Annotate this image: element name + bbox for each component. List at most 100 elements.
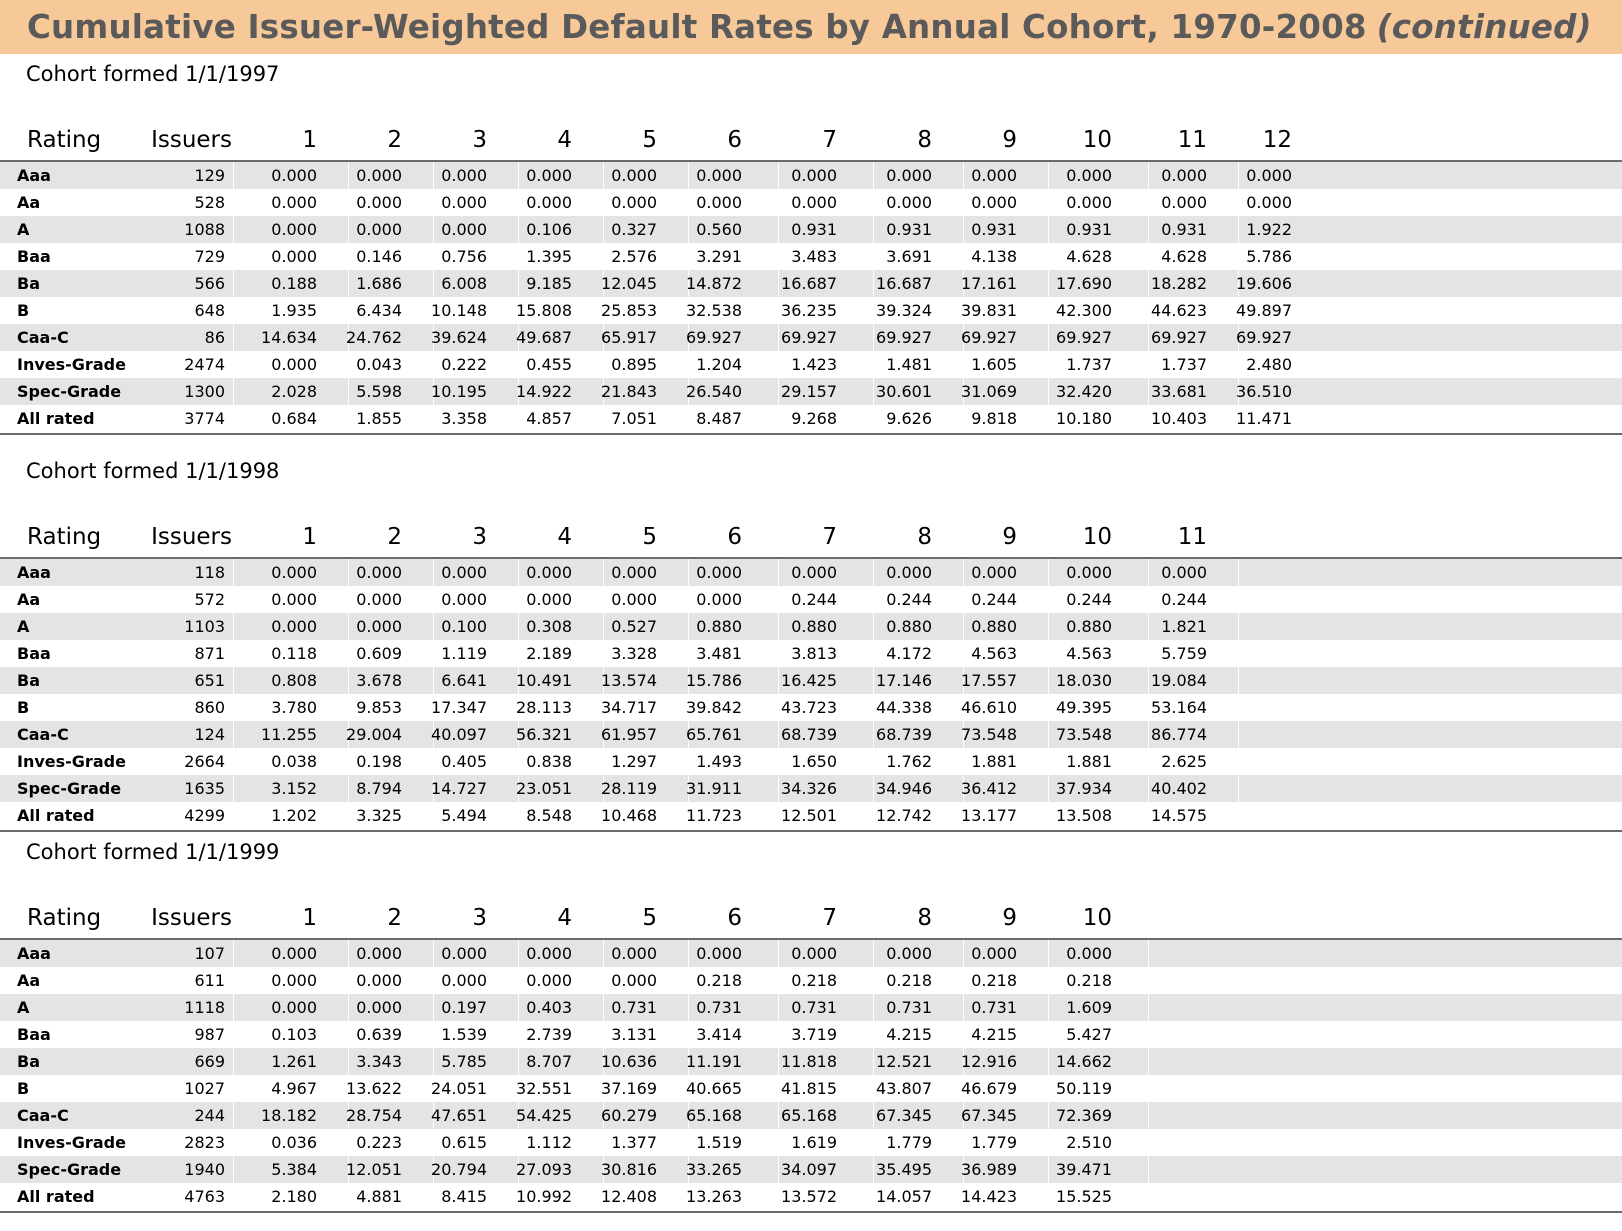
default-rate-cell: 6.008: [441, 274, 487, 293]
default-rate-cell: 4.563: [1066, 644, 1112, 663]
table-row: Baa 729 0.000 0.146 0.756 1.395 2.576 3.291 3.48…: [0, 243, 1622, 270]
default-rate-cell: 0.000: [526, 971, 572, 990]
column-divider: [603, 1102, 604, 1129]
default-rate-cell: 36.989: [961, 1160, 1017, 1179]
issuers-count: 1103: [184, 617, 225, 636]
table-row: All rated 4763 2.180 4.881 8.415 10.992 12.408…: [0, 1183, 1622, 1210]
default-rate-cell: 1.377: [611, 1133, 657, 1152]
issuers-count: 1940: [184, 1160, 225, 1179]
column-header-year: 5: [642, 524, 657, 550]
table-row: Caa-C 124 11.255 29.004 40.097 56.321 61.957 65…: [0, 721, 1622, 748]
column-header-year: 11: [1177, 524, 1207, 550]
column-header-issuers: Issuers: [151, 905, 232, 931]
default-rate-cell: 9.185: [526, 274, 572, 293]
default-rate-cell: 0.731: [886, 998, 932, 1017]
column-divider: [1148, 324, 1149, 351]
column-divider: [603, 1156, 604, 1183]
column-header-year: 8: [917, 905, 932, 931]
column-divider: [518, 216, 519, 243]
column-divider: [233, 994, 234, 1021]
table-row: Baa 871 0.118 0.609 1.119 2.189 3.328 3.481 3.81…: [0, 640, 1622, 667]
column-header-year: 10: [1082, 127, 1112, 153]
column-divider: [688, 216, 689, 243]
default-rate-cell: 0.731: [696, 998, 742, 1017]
column-divider: [1238, 721, 1239, 748]
issuers-count: 566: [194, 274, 225, 293]
default-rate-cell: 0.756: [441, 247, 487, 266]
default-rate-cell: 0.000: [886, 563, 932, 582]
column-divider: [433, 1102, 434, 1129]
default-rate-cell: 6.641: [441, 671, 487, 690]
default-rate-cell: 0.244: [1161, 590, 1207, 609]
column-divider: [688, 775, 689, 802]
default-rate-cell: 4.172: [886, 644, 932, 663]
column-header-year: 4: [557, 524, 572, 550]
default-rate-cell: 5.494: [441, 806, 487, 825]
column-divider: [1238, 559, 1239, 586]
default-rate-cell: 1.609: [1066, 998, 1112, 1017]
default-rate-cell: 1.605: [971, 355, 1017, 374]
default-rate-cell: 8.487: [696, 409, 742, 428]
column-divider: [873, 162, 874, 189]
default-rate-cell: 15.525: [1056, 1187, 1112, 1206]
default-rate-cell: 40.097: [431, 725, 487, 744]
column-divider: [233, 613, 234, 640]
default-rate-cell: 0.931: [1161, 220, 1207, 239]
rating-label: Baa: [17, 644, 51, 663]
column-divider: [688, 559, 689, 586]
issuers-count: 987: [194, 1025, 225, 1044]
column-divider: [348, 1156, 349, 1183]
default-rate-cell: 0.000: [271, 355, 317, 374]
column-divider: [688, 1102, 689, 1129]
rating-label: Caa-C: [17, 1106, 69, 1125]
default-rate-cell: 69.927: [781, 328, 837, 347]
default-rate-cell: 54.425: [516, 1106, 572, 1125]
default-rate-cell: 2.510: [1066, 1133, 1112, 1152]
default-rate-cell: 0.000: [611, 971, 657, 990]
column-header-rating: Rating: [27, 905, 102, 931]
column-divider: [518, 162, 519, 189]
column-divider: [688, 1048, 689, 1075]
default-rate-cell: 50.119: [1056, 1079, 1112, 1098]
column-divider: [603, 162, 604, 189]
default-rate-cell: 5.384: [271, 1160, 317, 1179]
issuers-count: 4299: [184, 806, 225, 825]
rating-label: Ba: [17, 671, 40, 690]
default-rate-cell: 12.051: [346, 1160, 402, 1179]
default-rate-cell: 0.527: [611, 617, 657, 636]
default-rate-cell: 31.069: [961, 382, 1017, 401]
default-rate-cell: 32.420: [1056, 382, 1112, 401]
default-rate-cell: 43.723: [781, 698, 837, 717]
default-rate-cell: 42.300: [1056, 301, 1112, 320]
column-divider: [1048, 721, 1049, 748]
column-header-year: 6: [727, 524, 742, 550]
column-divider: [518, 1048, 519, 1075]
column-divider: [688, 667, 689, 694]
default-rate-cell: 0.043: [356, 355, 402, 374]
table-bottom-rule: [0, 433, 1622, 435]
column-divider: [1148, 270, 1149, 297]
default-rate-cell: 0.218: [791, 971, 837, 990]
rating-label: A: [17, 998, 30, 1017]
default-rate-cell: 4.563: [971, 644, 1017, 663]
default-rate-cell: 73.548: [1056, 725, 1112, 744]
default-rate-cell: 0.000: [271, 220, 317, 239]
default-rate-cell: 72.369: [1056, 1106, 1112, 1125]
column-divider: [778, 559, 779, 586]
default-rate-cell: 3.343: [356, 1052, 402, 1071]
default-rate-cell: 44.623: [1151, 301, 1207, 320]
default-rate-cell: 61.957: [601, 725, 657, 744]
column-divider: [603, 721, 604, 748]
column-divider: [873, 1102, 874, 1129]
column-divider: [963, 559, 964, 586]
table-row: Spec-Grade 1940 5.384 12.051 20.794 27.093 30.…: [0, 1156, 1622, 1183]
column-divider: [348, 613, 349, 640]
default-rate-cell: 39.471: [1056, 1160, 1112, 1179]
default-rate-cell: 3.131: [611, 1025, 657, 1044]
rating-label: Aa: [17, 193, 41, 212]
column-divider: [873, 378, 874, 405]
default-rate-cell: 2.576: [611, 247, 657, 266]
default-rate-cell: 8.794: [356, 779, 402, 798]
column-divider: [873, 1048, 874, 1075]
column-header-year: 10: [1082, 905, 1112, 931]
